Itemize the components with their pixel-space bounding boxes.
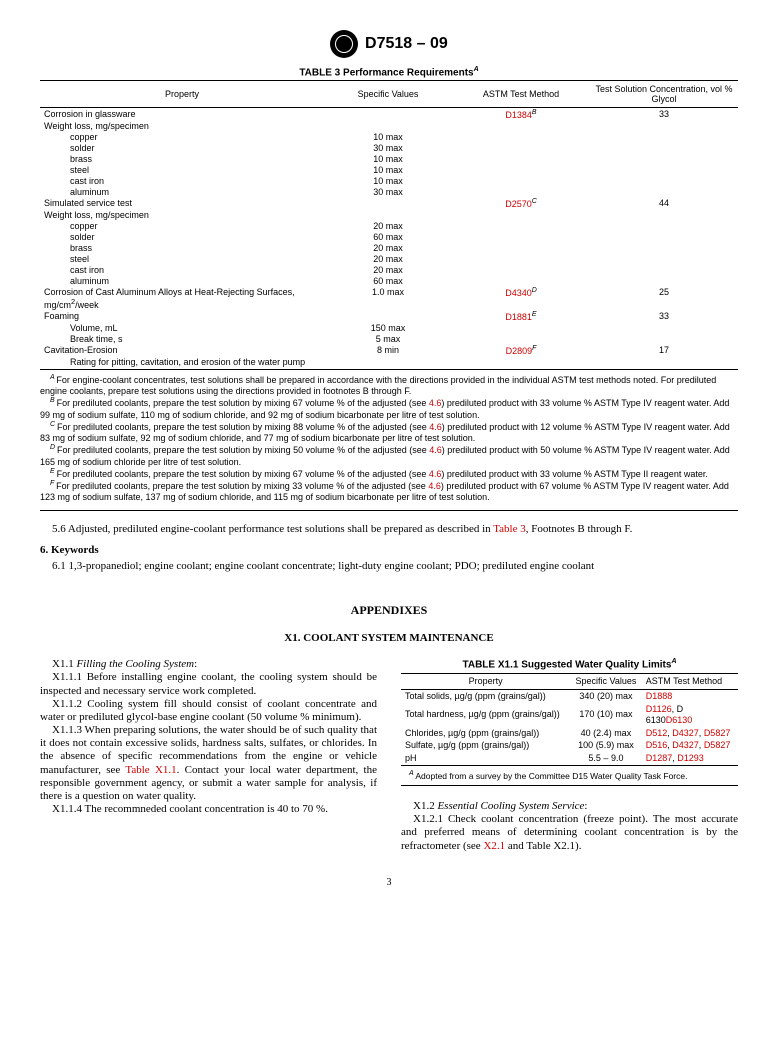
table3-footnotes: A For engine-coolant concentrates, test … (40, 374, 738, 511)
x11-col-method: ASTM Test Method (642, 674, 738, 690)
link-table-x11[interactable]: Table X1.1 (125, 764, 176, 776)
right-column: TABLE X1.1 Suggested Water Quality Limit… (401, 658, 738, 853)
page-number: 3 (40, 877, 738, 888)
table3-title: TABLE 3 Performance RequirementsA (40, 66, 738, 78)
appendix-subtitle: X1. COOLANT SYSTEM MAINTENANCE (40, 632, 738, 644)
link-x21[interactable]: X2.1 (483, 840, 505, 852)
table3: Property Specific Values ASTM Test Metho… (40, 80, 738, 370)
x1-1-3: X1.1.3 When preparing solutions, the wat… (40, 724, 377, 803)
para-5-6: 5.6 Adjusted, prediluted engine-coolant … (40, 523, 738, 536)
page-header: D7518 – 09 (40, 30, 738, 58)
x11-col-val: Specific Values (570, 674, 642, 690)
col-values: Specific Values (324, 81, 452, 108)
x11-col-prop: Property (401, 674, 570, 690)
x1-1-2: X1.1.2 Cooling system fill should consis… (40, 698, 377, 724)
appendix-title: APPENDIXES (40, 603, 738, 618)
x1-1-4: X1.1.4 The recommneded coolant concentra… (40, 803, 377, 816)
two-column-layout: X1.1 Filling the Cooling System: X1.1.1 … (40, 658, 738, 853)
x1-2-1: X1.2.1 Check coolant concentration (free… (401, 813, 738, 853)
astm-logo-icon (330, 30, 358, 58)
col-conc: Test Solution Concentration, vol % Glyco… (590, 81, 738, 108)
x1-2-head: X1.2 Essential Cooling System Service: (401, 800, 738, 813)
section-6-head: 6. Keywords (40, 544, 738, 557)
table-x11-footnote: A Adopted from a survey by the Committee… (401, 770, 738, 786)
left-column: X1.1 Filling the Cooling System: X1.1.1 … (40, 658, 377, 853)
link-table3[interactable]: Table 3 (493, 523, 526, 535)
x1-1-1: X1.1.1 Before installing engine coolant,… (40, 671, 377, 697)
body-section: 5.6 Adjusted, prediluted engine-coolant … (40, 523, 738, 574)
designation: D7518 – 09 (365, 35, 448, 53)
para-6-1: 6.1 1,3-propanediol; engine coolant; eng… (40, 560, 738, 573)
col-property: Property (40, 81, 324, 108)
col-method: ASTM Test Method (452, 81, 590, 108)
table-x11-title: TABLE X1.1 Suggested Water Quality Limit… (401, 658, 738, 671)
x1-1-head: X1.1 Filling the Cooling System: (40, 658, 377, 671)
table-x11: Property Specific Values ASTM Test Metho… (401, 673, 738, 766)
